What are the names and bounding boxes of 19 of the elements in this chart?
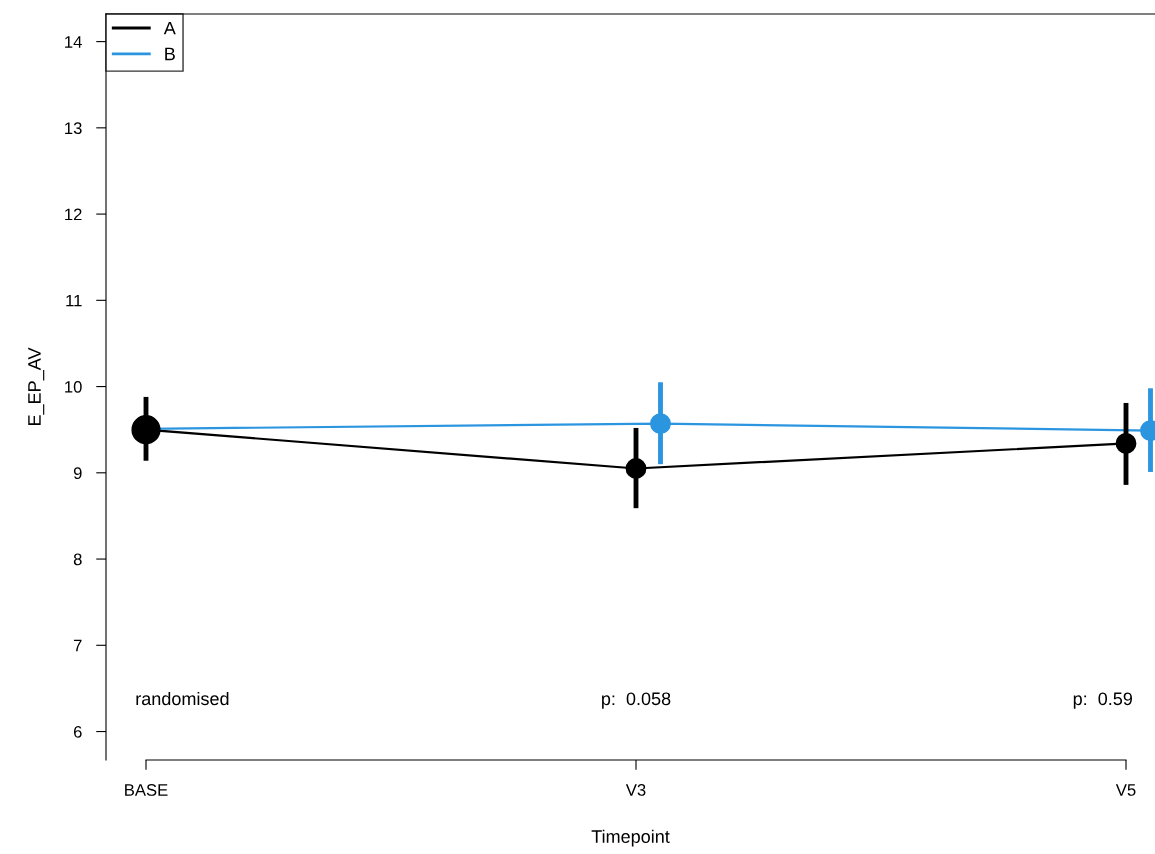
- y-tick-label: 7: [73, 639, 82, 652]
- x-tick-label: V3: [625, 784, 646, 796]
- y-tick-label: 6: [73, 725, 82, 738]
- annotation: randomised: [136, 691, 229, 706]
- x-tick-label: BASE: [125, 784, 168, 796]
- y-tick-label: 14: [65, 36, 82, 48]
- x-tick-label: V5: [1115, 784, 1136, 796]
- y-tick-label: 10: [65, 380, 82, 393]
- y-tick-label: 11: [66, 294, 82, 307]
- annotation: p: 0.59: [1073, 692, 1133, 709]
- y-axis-title: E_EP_AV: [28, 347, 45, 425]
- y-tick-label: 8: [73, 553, 82, 566]
- legend-label: B: [165, 47, 175, 61]
- legend-label: A: [163, 21, 176, 35]
- y-tick-label: 12: [65, 208, 82, 221]
- annotation: p: 0.058: [602, 692, 671, 709]
- y-tick-label: 9: [73, 467, 82, 480]
- y-tick-label: 13: [65, 122, 82, 135]
- x-axis-title: Timepoint: [591, 829, 670, 847]
